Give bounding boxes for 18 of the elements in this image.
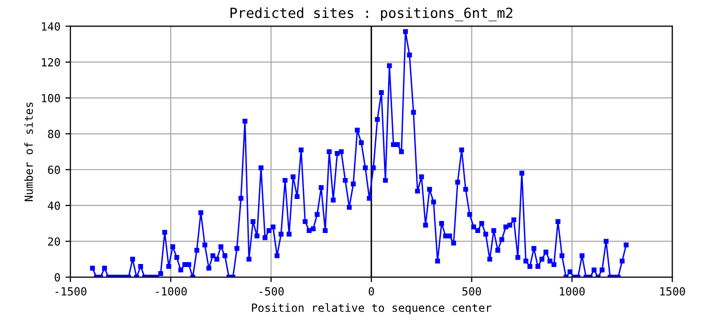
x-axis-title: Position relative to sequence center xyxy=(252,303,492,314)
y-axis-title: Number of sites xyxy=(24,102,33,202)
x-tick-label: 500 xyxy=(462,287,481,296)
y-tick-label: 0 xyxy=(54,273,60,282)
x-tick-label: -500 xyxy=(260,287,284,296)
x-tick-label: 1500 xyxy=(660,287,685,296)
y-tick-label: 20 xyxy=(48,237,60,246)
x-tick-label: 0 xyxy=(368,287,374,296)
y-tick-label: 80 xyxy=(48,130,60,138)
chart-title: Predicted sites : positions_6nt_m2 xyxy=(230,7,512,22)
x-tick-label: 1000 xyxy=(560,287,585,296)
y-tick-label: 120 xyxy=(42,58,60,66)
y-tick-label: 140 xyxy=(42,22,60,31)
y-tick-label: 60 xyxy=(48,166,60,174)
y-tick-label: 40 xyxy=(48,201,60,210)
x-tick-label: -1500 xyxy=(56,287,86,296)
x-tick-label: -1000 xyxy=(156,287,187,296)
y-tick-label: 100 xyxy=(42,94,60,102)
